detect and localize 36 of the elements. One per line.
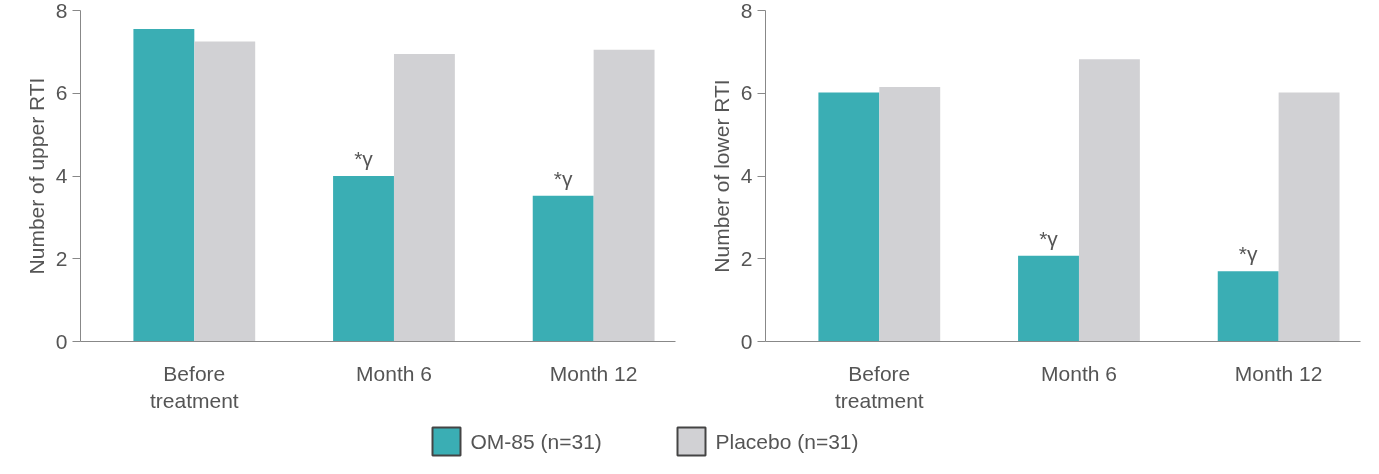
y-axis-title: Number of lower RTI [709,79,733,273]
x-tick-label: Month 12 [549,361,638,385]
bar [1217,271,1279,342]
annotation: *γ [553,166,574,190]
y-tick-label: 8 [55,0,68,22]
legend-label: OM-85 (n=31) [470,430,602,453]
legend-label: Placebo (n=31) [715,430,859,453]
y-tick-label: 2 [55,246,68,270]
x-tick-label: Before treatment [149,361,239,413]
bar [1018,255,1079,342]
x-tick-label: Month 6 [356,361,432,385]
bar [133,29,195,342]
y-tick-label: 6 [55,81,68,105]
annotation: *γ [1238,242,1259,266]
y-tick-label: 0 [55,329,68,353]
y-tick-label: 0 [740,329,753,353]
y-tick-label: 2 [740,246,753,270]
y-tick-label: 6 [740,81,753,105]
bar [1278,92,1340,342]
y-axis-title: Number of upper RTI [24,77,48,275]
bar [393,53,455,342]
y-tick-label: 4 [55,164,68,187]
y-tick-label: 4 [740,164,753,187]
x-tick-label: Before treatment [834,361,924,413]
bar [593,49,655,342]
x-tick-label: Month 12 [1234,361,1323,385]
annotation: *γ [1039,226,1059,250]
annotation: *γ [354,147,374,170]
bar [818,92,880,342]
x-tick-label: Month 6 [1041,361,1117,385]
bar [194,41,256,342]
bar [879,87,941,342]
bar [333,176,394,342]
y-tick-label: 8 [740,0,753,22]
bar [1078,59,1140,342]
bar [532,195,594,342]
